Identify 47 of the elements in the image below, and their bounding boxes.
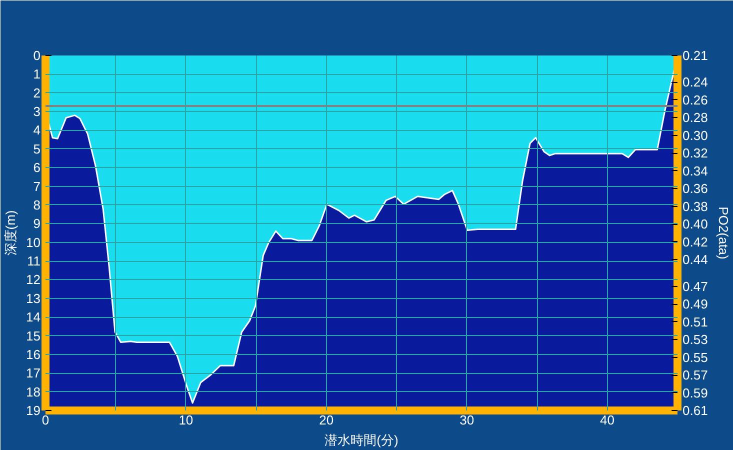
y2-tick-label: 0.32 — [682, 146, 708, 161]
y-tick-label: 18 — [26, 384, 41, 400]
y2-tick-label: 0.38 — [682, 198, 708, 214]
y-tick-label: 6 — [33, 160, 41, 176]
y-tick-label: 7 — [33, 178, 41, 194]
y-tick-label: 11 — [27, 254, 41, 269]
y-tick-label: 4 — [33, 122, 41, 138]
x-tick-label: 10 — [178, 412, 194, 428]
y2-tick-label: 0.26 — [682, 92, 708, 108]
y-axis-title: 深度(m) — [3, 210, 18, 256]
y-tick-label: 17 — [26, 366, 41, 381]
y-tick-label: 8 — [33, 197, 41, 212]
y-tick-label: 15 — [26, 328, 41, 344]
y-tick-label: 16 — [26, 346, 41, 362]
y2-tick-label: 0.28 — [682, 110, 708, 126]
y2-tick-label: 0.42 — [682, 234, 708, 250]
y-tick-label: 0 — [33, 48, 41, 63]
y2-tick-label: 0.34 — [682, 163, 708, 178]
y2-tick-label: 0.51 — [682, 314, 708, 330]
y-tick-label: 2 — [33, 85, 41, 100]
y-tick-label: 10 — [26, 234, 41, 250]
y2-tick-label: 0.57 — [682, 368, 708, 382]
y-tick-label: 9 — [33, 216, 41, 232]
y2-tick-label: 0.44 — [682, 252, 708, 268]
y2-tick-label: 0.61 — [682, 403, 708, 418]
x-tick-label: 20 — [319, 412, 334, 428]
y2-tick-label: 0.40 — [682, 216, 708, 232]
y-tick-label: 12 — [26, 272, 41, 288]
x-axis-title: 潜水時間(分) — [324, 432, 398, 448]
y2-tick-label: 0.59 — [682, 385, 708, 400]
y-tick-label: 19 — [26, 403, 41, 418]
y2-tick-label: 0.53 — [682, 332, 708, 347]
y-tick-label: 3 — [33, 104, 41, 120]
x-tick-label: 30 — [460, 412, 474, 428]
y2-tick-label: 0.24 — [682, 74, 708, 90]
y2-tick-label: 0.49 — [682, 296, 708, 312]
y-tick-label: 13 — [26, 290, 41, 306]
y2-tick-label: 0.47 — [682, 278, 708, 294]
y2-axis-title: PO2(ata) — [716, 206, 731, 260]
y-tick-label: 1 — [33, 66, 41, 82]
y-tick-label: 5 — [33, 141, 41, 156]
y2-tick-label: 0.36 — [682, 181, 708, 196]
x-tick-label: 40 — [600, 412, 615, 428]
y-tick-label: 14 — [26, 310, 41, 325]
y2-tick-label: 0.30 — [682, 128, 708, 143]
y2-tick-label: 0.21 — [682, 48, 708, 63]
y2-tick-label: 0.55 — [682, 350, 708, 365]
